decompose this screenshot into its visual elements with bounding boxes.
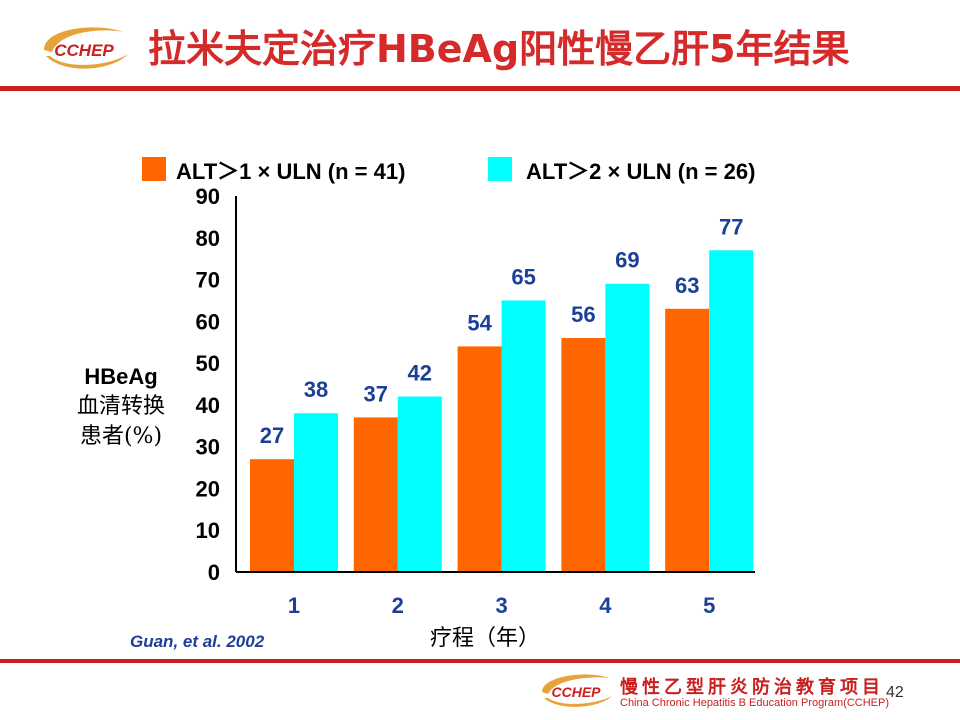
y-tick-label-50: 50 [196, 351, 220, 376]
value-label-series-2-year-3: 65 [511, 264, 535, 289]
bar-series-1-year-4 [561, 338, 606, 572]
x-tick-label-5: 5 [703, 593, 715, 618]
y-tick-label-30: 30 [196, 435, 220, 460]
value-label-series-1-year-1: 27 [260, 423, 284, 448]
value-label-series-2-year-2: 42 [408, 361, 432, 386]
page-number: 42 [886, 684, 904, 701]
legend-swatch-series-2 [488, 157, 512, 181]
value-label-series-2-year-4: 69 [615, 248, 639, 273]
value-label-series-1-year-4: 56 [571, 302, 595, 327]
bar-series-2-year-5 [709, 250, 754, 573]
y-tick-label-0: 0 [208, 560, 220, 585]
bar-series-1-year-3 [457, 346, 502, 572]
legend-swatch-series-1 [142, 157, 166, 181]
y-tick-label-10: 10 [196, 518, 220, 543]
bar-series-1-year-2 [353, 417, 398, 572]
footer-logo-text: CCHEP [551, 684, 601, 700]
logo-text: CCHEP [54, 41, 114, 60]
x-tick-label-3: 3 [495, 593, 507, 618]
value-label-series-1-year-2: 37 [364, 381, 388, 406]
slide-title: 拉米夫定治疗HBeAg阳性慢乙肝5年结果 [148, 27, 850, 71]
bar-series-1-year-5 [665, 308, 710, 572]
bar-series-1-year-1 [250, 459, 294, 572]
value-label-series-2-year-5: 77 [719, 214, 743, 239]
value-label-series-2-year-1: 38 [304, 377, 328, 402]
bar-series-2-year-2 [397, 396, 442, 572]
y-axis-label-line-2: 血清转换 [76, 394, 165, 419]
y-axis-label: HBeAg 血清转换 患者(%) [56, 362, 186, 452]
legend-label-series-2: ALT＞2 × ULN (n = 26) [526, 159, 756, 184]
y-tick-label-80: 80 [196, 226, 220, 251]
value-label-series-1-year-5: 63 [675, 273, 699, 298]
x-tick-label-4: 4 [599, 593, 612, 618]
citation: Guan, et al. 2002 [130, 632, 265, 651]
x-tick-label-2: 2 [392, 593, 404, 618]
y-tick-label-90: 90 [196, 184, 220, 209]
y-tick-label-70: 70 [196, 268, 220, 293]
bar-series-2-year-3 [501, 300, 546, 572]
top-divider [0, 86, 960, 91]
y-tick-label-20: 20 [196, 476, 220, 501]
y-axis-label-line-1: HBeAg [84, 364, 158, 389]
x-tick-label-1: 1 [288, 593, 300, 618]
footer-program-cn: 慢性乙型肝炎防治教育项目 [620, 677, 884, 698]
cchep-footer-logo: CCHEP [542, 674, 612, 707]
bar-series-2-year-4 [605, 283, 650, 572]
bottom-divider [0, 659, 960, 663]
bar-series-2-year-1 [294, 413, 338, 572]
legend-label-series-1: ALT＞1 × ULN (n = 41) [176, 159, 406, 184]
y-axis-label-line-3: 患者(%) [79, 424, 163, 449]
y-tick-label-40: 40 [196, 393, 220, 418]
value-label-series-1-year-3: 54 [467, 310, 492, 335]
x-axis-label: 疗程（年） [430, 626, 541, 651]
cchep-logo: CCHEP [44, 27, 128, 69]
footer-program-en: China Chronic Hepatitis B Education Prog… [620, 697, 889, 709]
y-tick-label-60: 60 [196, 309, 220, 334]
